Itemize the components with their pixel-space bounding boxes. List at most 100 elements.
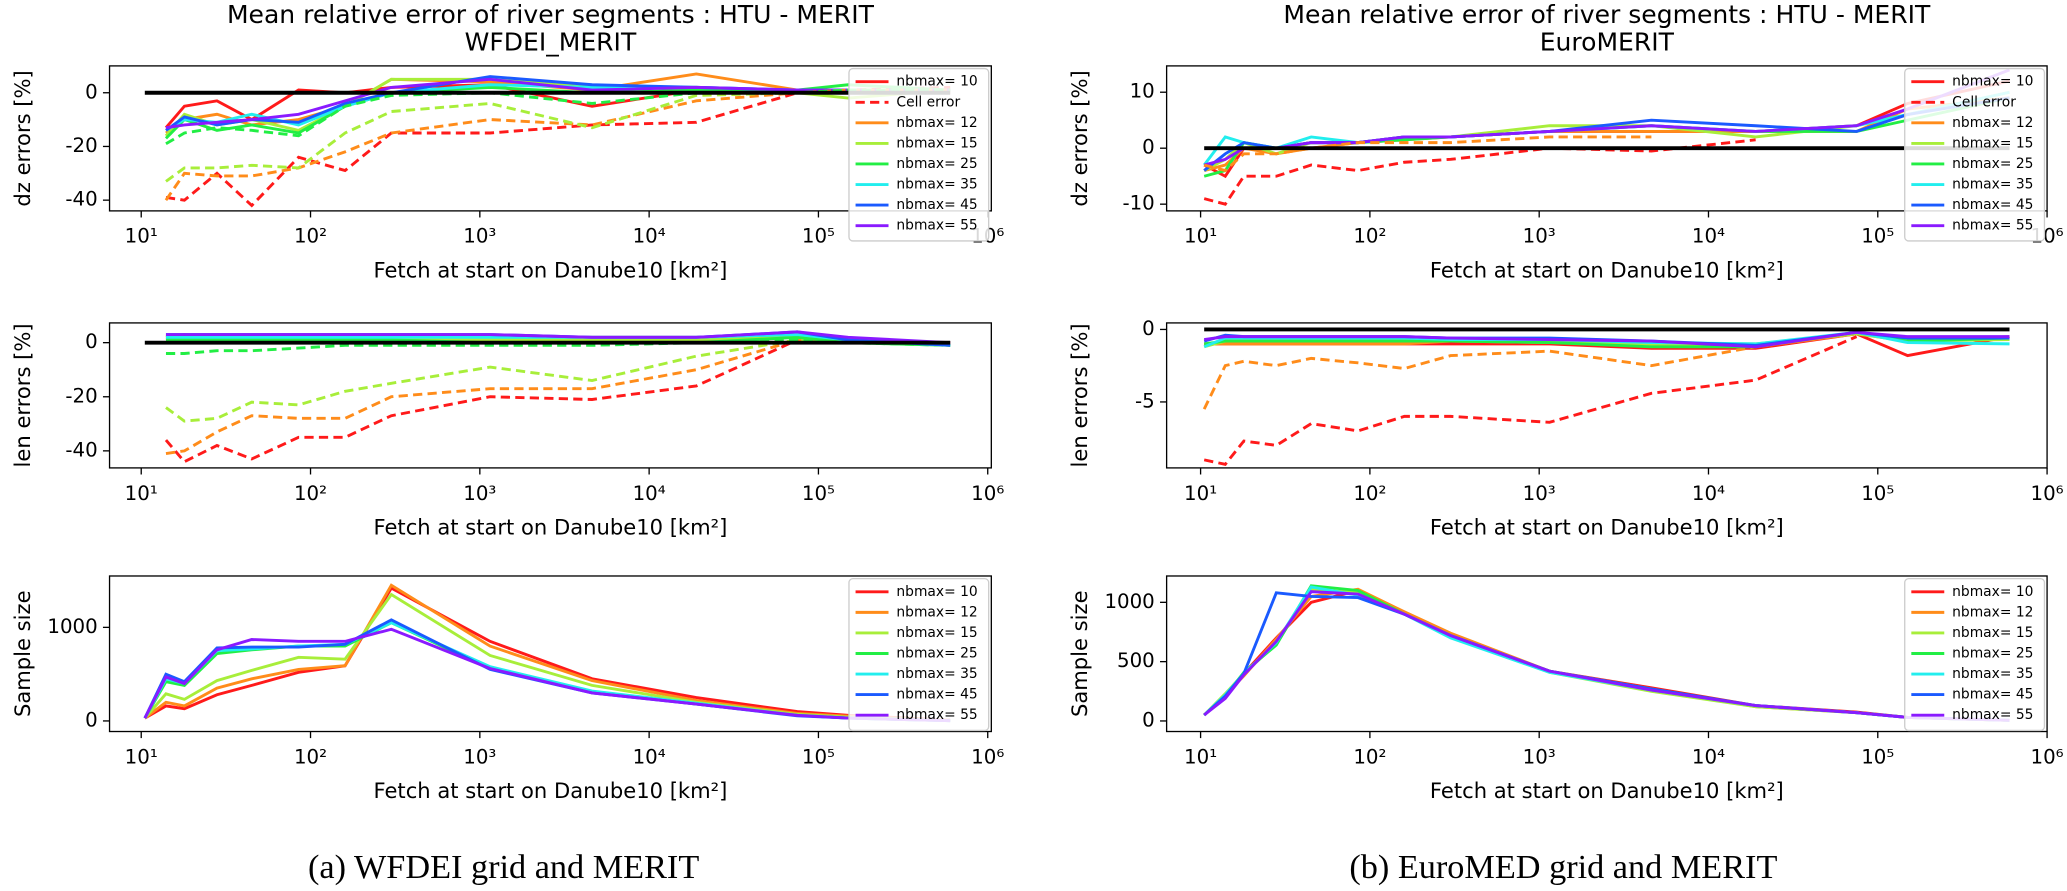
- series-line: [164, 88, 951, 202]
- x-tick-label: 10¹: [125, 225, 158, 248]
- y-tick-label: 0: [85, 80, 98, 103]
- x-axis-label: Fetch at start on Danube10 [km²]: [374, 778, 728, 803]
- series-line: [1203, 588, 2010, 722]
- y-tick-label: 0: [1142, 317, 1155, 340]
- plot-area: [1203, 68, 2011, 206]
- x-tick-label: 10¹: [1184, 482, 1217, 505]
- y-tick-label: 0: [85, 708, 98, 731]
- series-line: [165, 338, 951, 423]
- series-line: [164, 338, 951, 464]
- x-tick-label: 10²: [294, 225, 327, 248]
- legend-label: nbmax= 15: [1952, 135, 2033, 151]
- y-tick-label: -20: [65, 384, 97, 407]
- x-tick-label: 10³: [1523, 482, 1556, 505]
- legend-label: nbmax= 10: [1952, 74, 2033, 90]
- series-line: [165, 335, 951, 347]
- legend-label: Cell error: [896, 94, 960, 110]
- series-line: [1203, 96, 2010, 172]
- x-tick-label: 10²: [1353, 482, 1386, 505]
- x-tick-label: 10³: [1523, 225, 1556, 248]
- x-tick-label: 10⁵: [802, 482, 835, 505]
- series-line: [1203, 96, 2010, 172]
- x-tick-label: 10¹: [125, 482, 158, 505]
- plot-area: [144, 330, 951, 464]
- legend-label: Cell error: [1952, 94, 2016, 110]
- y-tick-label: -20: [65, 134, 97, 157]
- x-tick-label: 10⁴: [1692, 482, 1725, 505]
- axes-frame: [1165, 65, 2048, 212]
- x-axis-label: Fetch at start on Danube10 [km²]: [374, 515, 728, 540]
- x-tick-label: 10⁵: [1861, 745, 1894, 768]
- x-tick-label: 10⁴: [1692, 745, 1725, 768]
- y-tick-label: -40: [65, 438, 97, 461]
- legend-label: nbmax= 10: [896, 584, 977, 600]
- x-tick-label: 10¹: [1184, 225, 1217, 248]
- legend-label: nbmax= 55: [896, 707, 977, 723]
- series-line: [1203, 584, 2010, 722]
- series-line: [165, 338, 951, 355]
- chart-subtitle: WFDEI_MERIT: [465, 27, 637, 56]
- plot-area: [143, 583, 951, 723]
- x-tick-label: 10²: [1353, 225, 1386, 248]
- legend-label: nbmax= 12: [896, 115, 977, 131]
- x-tick-label: 10²: [294, 745, 327, 768]
- y-tick-label: -5: [1135, 389, 1155, 412]
- legend-label: nbmax= 35: [896, 666, 977, 682]
- x-tick-label: 10⁵: [1861, 225, 1894, 248]
- legend-label: nbmax= 55: [1952, 707, 2033, 723]
- legend-label: nbmax= 12: [1952, 604, 2033, 620]
- y-tick-label: -40: [65, 188, 97, 211]
- y-tick-label: 0: [1142, 708, 1155, 731]
- series-line: [1203, 590, 2010, 722]
- x-axis-label: Fetch at start on Danube10 [km²]: [1430, 515, 1784, 540]
- legend-label: nbmax= 15: [896, 625, 977, 641]
- x-tick-label: 10³: [463, 225, 496, 248]
- series-line: [1203, 585, 2010, 722]
- series-line: [1202, 332, 1857, 410]
- x-tick-label: 10¹: [1184, 745, 1217, 768]
- caption: (a) WFDEI grid and MERIT: [308, 848, 699, 886]
- x-tick-label: 10⁴: [633, 482, 666, 505]
- series-line: [144, 586, 951, 722]
- axes-frame: [1165, 322, 2048, 469]
- series-line: [1203, 335, 1858, 466]
- y-axis-label: len errors [%]: [1067, 323, 1092, 467]
- legend-label: nbmax= 35: [1952, 666, 2033, 682]
- x-axis-label: Fetch at start on Danube10 [km²]: [1430, 258, 1784, 283]
- series-line: [165, 88, 951, 183]
- x-tick-label: 10³: [1523, 745, 1556, 768]
- legend-label: nbmax= 10: [896, 74, 977, 90]
- series-line: [165, 330, 951, 345]
- x-tick-label: 10⁵: [802, 745, 835, 768]
- legend-label: nbmax= 45: [1952, 197, 2033, 213]
- plot-area: [1203, 584, 2010, 722]
- y-tick-label: -10: [1122, 192, 1154, 215]
- chart-title: Mean relative error of river segments : …: [227, 0, 875, 29]
- x-tick-label: 10¹: [125, 745, 158, 768]
- plot-area: [1202, 327, 2010, 466]
- y-tick-label: 500: [1117, 649, 1155, 672]
- x-tick-label: 10²: [294, 482, 327, 505]
- legend-label: nbmax= 35: [1952, 177, 2033, 193]
- series-line: [143, 592, 951, 722]
- x-tick-label: 10²: [1353, 745, 1386, 768]
- x-tick-label: 10⁶: [971, 745, 1004, 768]
- caption: (b) EuroMED grid and MERIT: [1349, 848, 1777, 886]
- series-line: [143, 618, 951, 723]
- x-axis-label: Fetch at start on Danube10 [km²]: [374, 258, 728, 283]
- axes-frame: [108, 575, 992, 733]
- series-line: [1203, 587, 2010, 722]
- y-tick-label: 0: [85, 330, 98, 353]
- x-tick-label: 10³: [463, 482, 496, 505]
- legend-box: [1904, 67, 2046, 242]
- x-tick-label: 10⁶: [2031, 745, 2064, 768]
- legend-label: nbmax= 15: [1952, 625, 2033, 641]
- series-line: [1203, 135, 1652, 173]
- legend-label: nbmax= 55: [1952, 218, 2033, 234]
- legend-label: nbmax= 25: [896, 156, 977, 172]
- legend-label: nbmax= 45: [896, 687, 977, 703]
- series-line: [165, 85, 951, 208]
- series-line: [144, 583, 951, 722]
- axes-frame: [1165, 575, 2048, 733]
